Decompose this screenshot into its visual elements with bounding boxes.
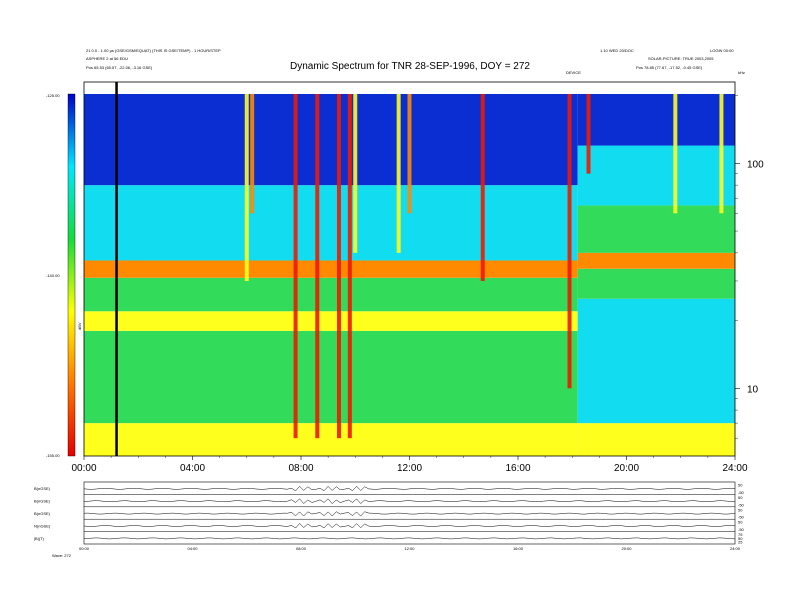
x-tick-label-0: 00:00 — [71, 463, 96, 474]
burst-11 — [586, 94, 591, 174]
x-tick-label-6: 24:00 — [722, 463, 747, 474]
aux-x-tick-6: 24:00 — [730, 546, 741, 551]
aux-label-4: |B|(T) — [34, 536, 45, 541]
aux-right-tick-4-2: 25 — [738, 540, 743, 545]
heatmap-area — [84, 82, 735, 456]
aux-right-tick-1-0: 50 — [738, 495, 743, 500]
colorbar-label: dBV — [77, 322, 82, 330]
aux-trace-4 — [83, 537, 736, 540]
colorbar-tick-top: -125.00 — [46, 93, 60, 98]
spectrum-band-2 — [84, 311, 578, 331]
aux-right-tick-2-1: -50 — [738, 515, 745, 520]
aux-x-tick-5: 20:00 — [621, 546, 632, 551]
header-right-line-3: SOLAR-PICTURE: TRUE 2003,2005 — [648, 56, 714, 61]
x-axis: 00:00 04:00 08:00 12:00 16:00 20:00 24:00 — [71, 456, 748, 474]
spectrum-band-12 — [577, 145, 735, 206]
colorbar-tick-bottom: -155.00 — [46, 453, 60, 458]
header-right-line-1: 1.10 WED 20/DOC — [600, 48, 634, 53]
header-left-line-3: Pos 65.53 (65.57, -22.06, -3.16 GSE) — [86, 65, 153, 70]
aux-x-tick-3: 12:00 — [404, 546, 415, 551]
colorbar — [67, 93, 76, 457]
spectrum-band-7 — [577, 423, 735, 456]
y-tick-label-1: 10 — [747, 384, 759, 395]
aux-label-0: B(nGSE) — [34, 486, 51, 491]
aux-trace-3 — [83, 523, 736, 529]
burst-0 — [244, 94, 249, 281]
burst-4 — [336, 94, 341, 439]
header-right-line-2: LOGIN 00:00 — [710, 48, 734, 53]
aux-x-tick-1: 04:00 — [187, 546, 198, 551]
spectrum-band-1 — [84, 330, 578, 424]
x-tick-label-5: 20:00 — [614, 463, 639, 474]
aux-x-tick-0: 00:00 — [79, 546, 90, 551]
aux-right-tick-4-1: 50 — [738, 536, 743, 541]
x-tick-label-3: 12:00 — [397, 463, 422, 474]
x-tick-label-1: 04:00 — [180, 463, 205, 474]
aux-label-3: N(nGSE) — [34, 523, 51, 528]
x-tick-label-2: 08:00 — [288, 463, 313, 474]
burst-3 — [315, 94, 320, 439]
y-axis: 100 10 — [735, 95, 764, 439]
spectrum-band-13 — [577, 94, 735, 146]
header-right-line-4: Pos 78.85 (77.67, -17.52, -0.45 GSE) — [636, 65, 703, 70]
aux-right-tick-0-1: -50 — [738, 490, 745, 495]
x-tick-label-4: 16:00 — [505, 463, 530, 474]
aux-trace-2 — [83, 511, 736, 517]
aux-label-2: B(nGSE) — [34, 511, 51, 516]
burst-10 — [567, 94, 572, 389]
spectrum-band-0 — [84, 423, 578, 456]
burst-13 — [719, 94, 724, 214]
burst-5 — [347, 94, 352, 439]
spectrum-band-11 — [577, 205, 735, 253]
aux-right-tick-4-0: 75 — [738, 532, 743, 537]
header-left-line-1: 21 0.0 - 1.00 µs (GSE/GSM/EQUAT) (THIS I… — [86, 48, 221, 53]
burst-7 — [396, 94, 401, 253]
spectrum-band-9 — [577, 268, 735, 299]
aux-right-tick-3-1: -50 — [738, 527, 745, 532]
aux-footer-label: Wave: 272 — [52, 553, 72, 558]
spectrum-band-5 — [84, 185, 578, 261]
spectrum-band-4 — [84, 260, 578, 278]
aux-trace-1 — [83, 498, 736, 504]
spectrum-band-8 — [577, 298, 735, 424]
burst-8 — [407, 94, 412, 214]
aux-trace-0 — [83, 486, 736, 492]
aux-frame — [83, 481, 736, 545]
aux-right-tick-1-1: -50 — [738, 502, 745, 507]
aux-right-tick-3-0: 50 — [738, 520, 743, 525]
burst-9 — [480, 94, 485, 281]
aux-x-tick-4: 16:00 — [513, 546, 524, 551]
spectrum-band-3 — [84, 277, 578, 312]
chart-title: Dynamic Spectrum for TNR 28-SEP-1996, DO… — [290, 61, 530, 72]
burst-6 — [353, 94, 358, 253]
spectrum-band-10 — [577, 252, 735, 269]
spectrum-band-6 — [84, 94, 578, 186]
aux-panels: B(nGSE)50-50B(nGSE)50-50B(nGSE)50-50N(nG… — [34, 481, 745, 551]
burst-1 — [250, 94, 255, 214]
aux-right-tick-0-0: 50 — [738, 483, 743, 488]
aux-right-tick-2-0: 50 — [738, 507, 743, 512]
y-tick-label-0: 100 — [747, 159, 764, 170]
colorbar-tick-mid: -140.00 — [46, 273, 60, 278]
header-left-line-2: ASPHERE 2 at 56 EDU — [86, 56, 128, 61]
marker-label: DEVICE — [566, 70, 581, 75]
aux-label-1: B(nGSE) — [34, 499, 51, 504]
y-axis-corner-label: kHz — [738, 70, 745, 75]
burst-12 — [673, 94, 678, 214]
aux-x-tick-2: 08:00 — [296, 546, 307, 551]
burst-2 — [293, 94, 298, 439]
